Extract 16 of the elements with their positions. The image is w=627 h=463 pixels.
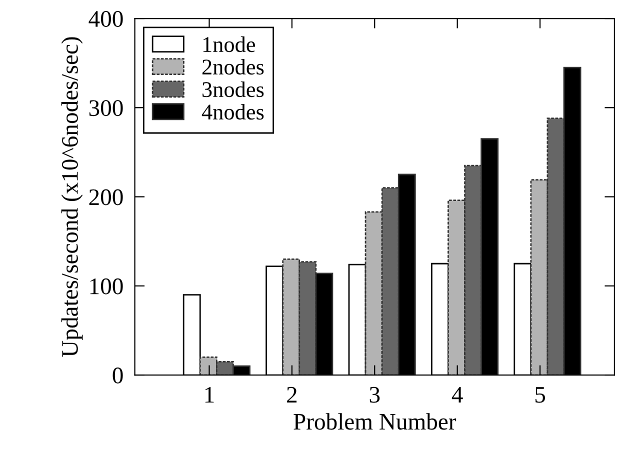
y-tick-label: 200 — [89, 189, 123, 206]
y-tick-label: 300 — [89, 100, 123, 116]
y-tick-label: 0 — [112, 368, 123, 384]
x-tick-label: 3 — [370, 386, 380, 403]
y-axis-title: Updates/second (x10^6nodes/sec) — [61, 37, 83, 357]
legend-label: 4nodes — [202, 104, 264, 120]
x-axis-title: Problem Number — [294, 413, 456, 430]
x-tick-label: 1 — [205, 386, 214, 403]
x-tick-label: 4 — [452, 386, 463, 403]
y-tick-label: 400 — [88, 11, 123, 27]
legend-label: 3nodes — [202, 81, 264, 98]
legend-label: 1node — [203, 36, 256, 52]
x-tick-label: 2 — [287, 386, 297, 403]
legend-label: 2nodes — [202, 58, 264, 75]
y-tick-label: 100 — [90, 278, 123, 294]
x-tick-label: 5 — [536, 387, 546, 403]
